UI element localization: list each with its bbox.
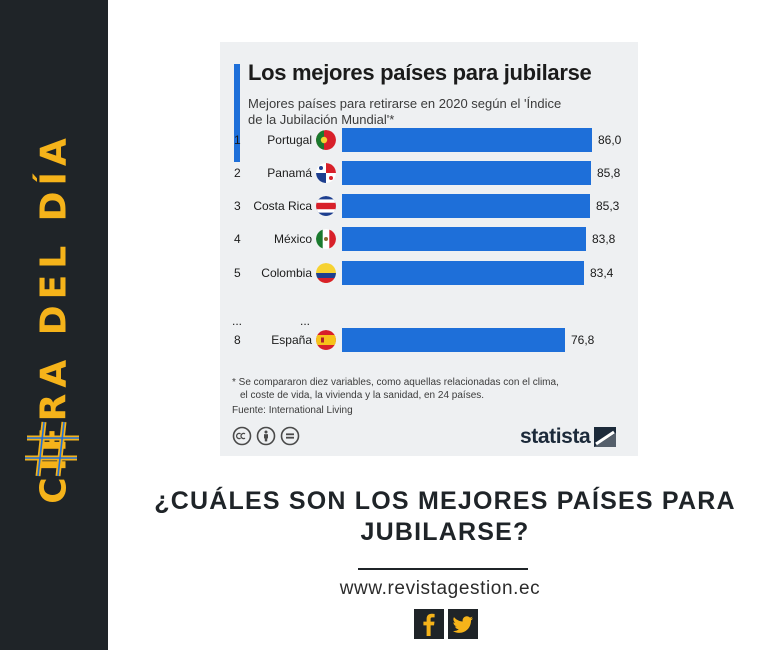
country-label: Panamá <box>267 166 312 180</box>
twitter-icon[interactable] <box>448 609 478 639</box>
rank-label: 3 <box>234 199 241 213</box>
rank-label: 8 <box>234 333 241 347</box>
value-label: 86,0 <box>598 133 622 147</box>
facebook-icon[interactable] <box>414 609 444 639</box>
social-links <box>414 609 478 639</box>
title-accent-bar <box>234 64 240 162</box>
footnote-line-2: el coste de vida, la vivienda y la sanid… <box>240 390 485 401</box>
rank-label: 2 <box>234 166 241 180</box>
headline-line-1: ¿CUÁLES SON LOS MEJORES PAÍSES PARA <box>154 487 736 515</box>
rank-label: 5 <box>234 266 241 280</box>
hashtag-icon <box>25 421 79 477</box>
value-label: 85,3 <box>596 199 620 213</box>
rank-label: 1 <box>234 133 241 147</box>
chart-footnote: * Se compararon diez variables, como aqu… <box>232 376 632 402</box>
license-icons <box>232 426 300 446</box>
rank-label: 4 <box>234 232 241 246</box>
value-label: 76,8 <box>571 333 595 347</box>
divider <box>358 568 528 570</box>
statista-brand: statista <box>520 424 617 450</box>
colombia-flag-icon <box>316 263 336 283</box>
value-label: 83,4 <box>590 266 614 280</box>
attribution-icon <box>256 426 276 446</box>
statista-wordmark: statista <box>520 425 591 448</box>
statista-logo-icon <box>594 427 617 447</box>
cc-icon <box>232 426 252 446</box>
country-label: Colombia <box>261 266 312 280</box>
headline-line-2: JUBILARSE? <box>360 518 530 546</box>
value-label: 83,8 <box>592 232 616 246</box>
country-label: Costa Rica <box>253 199 312 213</box>
spain-flag-icon <box>316 330 336 350</box>
chart-card: Los mejores países para jubilarse Mejore… <box>220 42 638 456</box>
side-band: CIFRA DEL DÍA <box>0 0 108 650</box>
bar <box>342 328 565 352</box>
bar <box>342 161 591 185</box>
country-label: México <box>273 232 312 246</box>
bar <box>342 128 592 152</box>
chart-subtitle: Mejores países para retirarse en 2020 se… <box>248 96 562 127</box>
no-derivatives-icon <box>280 426 300 446</box>
chart-source: Fuente: International Living <box>232 405 353 416</box>
panama-flag-icon <box>316 163 336 183</box>
site-url[interactable]: www.revistagestion.ec <box>339 578 541 599</box>
value-label: 85,8 <box>597 166 621 180</box>
country-label: España <box>271 333 312 347</box>
footnote-line-1: * Se compararon diez variables, como aqu… <box>232 377 559 388</box>
bar <box>342 261 584 285</box>
costa-rica-flag-icon <box>316 196 336 216</box>
headline: ¿CUÁLES SON LOS MEJORES PAÍSES PARA JUBI… <box>130 486 760 548</box>
mexico-flag-icon <box>316 229 336 249</box>
ellipsis-country: ... <box>300 314 311 328</box>
chart-title: Los mejores países para jubilarse <box>248 60 592 85</box>
portugal-flag-icon <box>316 130 336 150</box>
country-label: Portugal <box>267 133 312 147</box>
ellipsis-rank: ... <box>232 314 243 328</box>
bar <box>342 194 590 218</box>
bar <box>342 227 586 251</box>
